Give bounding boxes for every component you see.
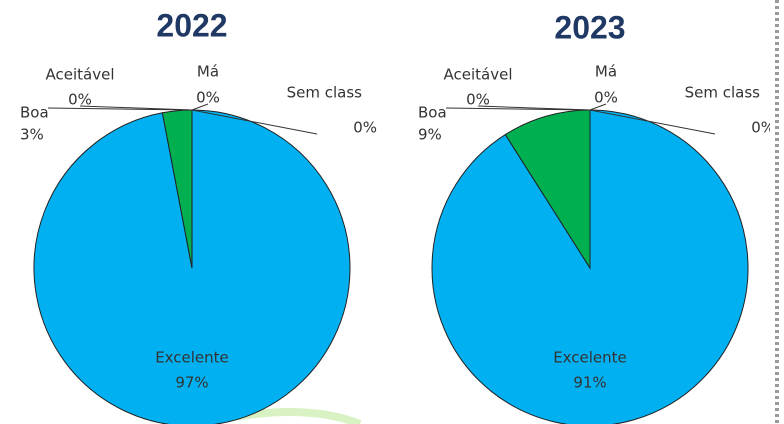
chart-title: 2022: [156, 7, 227, 43]
value-label: 91%: [573, 374, 606, 392]
value-label: 0%: [353, 119, 377, 137]
leader-line: [445, 107, 591, 111]
chart-title: 2023: [554, 9, 625, 45]
value-label: 9%: [418, 126, 442, 144]
leader-line: [589, 109, 716, 135]
value-label: 0%: [466, 91, 490, 109]
value-label: 3%: [20, 126, 44, 144]
leader-line: [477, 105, 591, 111]
category-label: Aceitável: [46, 66, 115, 84]
pie-slice: [33, 109, 351, 424]
category-label: Boa: [418, 104, 447, 122]
leader-line: [589, 103, 607, 111]
category-label: Excelente: [553, 349, 627, 367]
value-label: 0%: [594, 89, 618, 107]
leader-line: [47, 107, 193, 111]
leader-line: [79, 105, 193, 111]
value-label: 0%: [751, 119, 775, 137]
value-label: 0%: [196, 89, 220, 107]
category-label: Má: [197, 63, 219, 81]
leader-line: [191, 103, 209, 111]
category-label: Aceitável: [444, 66, 513, 84]
category-label: Sem class: [287, 84, 363, 102]
plot-area: 2022 Excelente 97% Boa 3% Aceitável 0% Má 0% Sem …: [20, 7, 775, 424]
leader-line: [191, 109, 318, 135]
category-label: Sem class: [685, 84, 761, 102]
value-label: 97%: [175, 374, 208, 392]
value-label: 0%: [68, 91, 92, 109]
category-label: Excelente: [155, 349, 229, 367]
category-label: Boa: [20, 104, 49, 122]
category-label: Má: [595, 63, 617, 81]
